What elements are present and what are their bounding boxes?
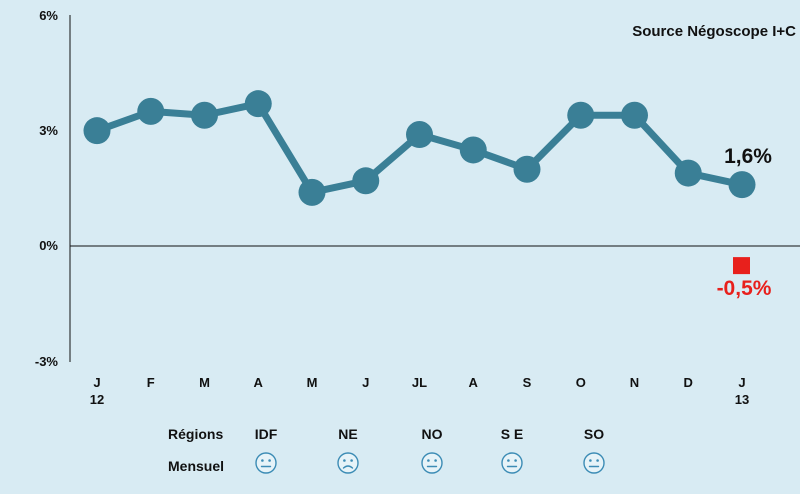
data-point — [567, 101, 595, 129]
data-point — [244, 90, 272, 118]
y-tick-label: 6% — [39, 8, 58, 23]
neutral-face-icon — [583, 452, 605, 474]
region-label: S E — [501, 426, 524, 442]
x-tick-label: O — [576, 375, 586, 390]
x-tick-label: J — [93, 375, 100, 390]
data-point — [352, 167, 380, 195]
last-value-label: 1,6% — [724, 145, 772, 168]
x-tick-label: N — [630, 375, 639, 390]
x-year-label: 13 — [735, 392, 749, 407]
data-point — [191, 101, 218, 129]
y-tick-label: -3% — [35, 354, 59, 369]
monthly-point-marker — [733, 257, 750, 275]
y-tick-label: 0% — [39, 238, 58, 253]
data-point — [621, 101, 648, 129]
x-tick-label: A — [469, 375, 479, 390]
data-point — [298, 178, 326, 206]
x-tick-label: M — [199, 375, 210, 390]
sad-face-icon — [337, 452, 359, 474]
x-tick-label: J — [738, 375, 745, 390]
x-tick-label: M — [307, 375, 318, 390]
region-label: IDF — [255, 426, 278, 442]
data-point — [137, 97, 165, 125]
x-tick-label: S — [523, 375, 532, 390]
region-label: NE — [338, 426, 357, 442]
region-label: NO — [422, 426, 443, 442]
neutral-face-icon — [501, 452, 523, 474]
x-tick-label: D — [684, 375, 693, 390]
region-label: SO — [584, 426, 604, 442]
data-point — [459, 136, 487, 164]
regions-row-label: Régions — [168, 426, 223, 442]
y-tick-label: 3% — [39, 123, 58, 138]
x-tick-label: JL — [412, 375, 427, 390]
data-point — [406, 121, 433, 149]
monthly-row-label: Mensuel — [168, 458, 224, 474]
x-tick-label: A — [254, 375, 264, 390]
x-tick-label: J — [362, 375, 369, 390]
neutral-face-icon — [255, 452, 277, 474]
data-point — [513, 155, 541, 183]
data-point — [728, 171, 756, 199]
data-point — [674, 159, 702, 187]
x-tick-label: F — [147, 375, 155, 390]
neutral-face-icon — [421, 452, 443, 474]
source-label: Source Négoscope I+C — [632, 23, 796, 40]
monthly-point-label: -0,5% — [717, 277, 772, 300]
x-year-label: 12 — [90, 392, 104, 407]
data-point — [83, 117, 111, 145]
